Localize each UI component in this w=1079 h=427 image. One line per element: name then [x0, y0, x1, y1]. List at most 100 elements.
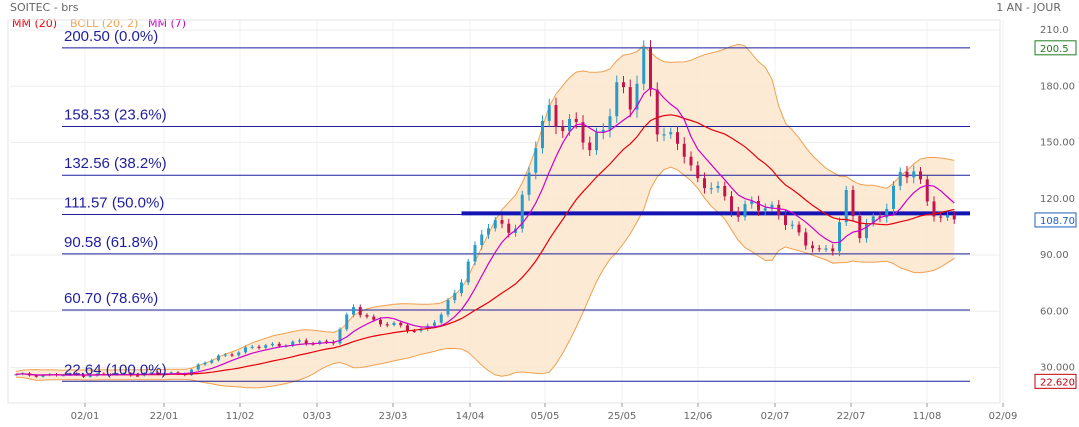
price-bar-body	[757, 201, 760, 211]
price-bar-body	[460, 282, 463, 294]
price-bar-body	[568, 118, 571, 132]
price-bar-body	[203, 362, 207, 365]
price-bar-body	[588, 142, 592, 151]
x-tick-label: 11/08	[913, 411, 942, 422]
price-bar-body	[88, 375, 92, 377]
bollinger-lower-line	[15, 166, 955, 389]
price-bar-body	[804, 232, 808, 246]
price-bar-body	[554, 105, 558, 127]
price-bar-body	[871, 216, 875, 224]
price-bar-body	[730, 196, 733, 212]
x-tick-label: 02/09	[989, 411, 1018, 422]
price-bar-body	[358, 307, 362, 316]
price-badge	[1034, 212, 1077, 228]
price-bar-body	[831, 248, 835, 252]
price-badge	[1034, 40, 1077, 56]
price-badges: 200.5 108.70 22.620	[1034, 40, 1077, 389]
fibonacci-label: 111.57 (50.0%)	[64, 195, 164, 212]
price-badge-label: 200.5	[1040, 44, 1069, 55]
x-tick-label: 14/04	[456, 411, 485, 422]
y-tick-label: 120.00	[1040, 194, 1075, 205]
price-bar-body	[223, 354, 227, 356]
y-axis-ticks: 210.0 180.00 150.00 120.00 90.00 60.00 30.000	[1040, 25, 1075, 374]
price-bar-body	[642, 47, 646, 84]
price-bar-body	[446, 300, 450, 315]
price-bar-body	[784, 214, 787, 226]
x-tick-label: 05/05	[531, 411, 560, 422]
price-bar-body	[480, 234, 484, 246]
price-bar-body	[838, 222, 841, 252]
x-tick-label: 22/07	[837, 411, 866, 422]
price-bar-body	[574, 118, 578, 123]
price-bar-body	[433, 322, 436, 326]
price-bar-body	[291, 341, 295, 346]
price-bar-body	[797, 224, 801, 233]
legend-mm20: MM (20)	[12, 17, 57, 30]
price-bar-body	[271, 343, 274, 346]
plot-frame	[7, 19, 1001, 404]
price-bar-body	[696, 165, 700, 179]
price-bar-body	[466, 261, 470, 283]
price-badge-label: 22.620	[1040, 377, 1075, 388]
fibonacci-label: 132.56 (38.2%)	[64, 155, 167, 172]
price-bar-body	[136, 375, 139, 377]
period-label: 1 AN - JOUR	[996, 1, 1061, 14]
fibonacci-label: 90.58 (61.8%)	[64, 234, 158, 251]
fibonacci-label: 200.50 (0.0%)	[64, 28, 158, 45]
price-bar-body	[932, 201, 936, 217]
price-bar-body	[581, 122, 585, 143]
price-bar-body	[608, 116, 612, 130]
x-tick-label: 22/01	[150, 411, 179, 422]
price-bar-body	[811, 245, 814, 249]
price-bar-body	[277, 343, 281, 346]
price-bar-body	[946, 215, 949, 218]
price-bar-body	[865, 223, 868, 239]
price-bar-body	[790, 224, 794, 226]
price-bar-body	[527, 172, 531, 195]
price-bar-body	[487, 228, 490, 235]
price-bar-body	[392, 322, 396, 325]
fibonacci-label: 22.64 (100.0%)	[64, 361, 167, 378]
x-tick-label: 11/02	[226, 411, 255, 422]
price-badge-label: 108.70	[1040, 216, 1075, 227]
price-bar-body	[682, 143, 686, 157]
price-bar-body	[190, 369, 193, 376]
price-bar-body	[763, 208, 767, 211]
y-tick-label: 60.00	[1040, 306, 1069, 317]
price-bar-body	[41, 375, 45, 377]
price-bar-body	[561, 126, 565, 132]
x-tick-label: 23/03	[379, 411, 408, 422]
price-badge	[1034, 373, 1077, 389]
price-bar-body	[905, 171, 909, 178]
price-bar-body	[777, 204, 781, 215]
y-tick-label: 180.00	[1040, 81, 1075, 92]
price-bar-body	[385, 324, 389, 326]
price-bar-body	[750, 201, 754, 205]
x-axis-ticks: 02/01 22/01 11/02 03/03 23/03 14/04 05/05 25/05…	[71, 403, 1018, 422]
price-bar-body	[507, 223, 511, 233]
price-bar-body	[952, 215, 956, 220]
price-bar-body	[595, 132, 598, 151]
price-bar-body	[824, 248, 828, 250]
price-bar-body	[75, 373, 79, 375]
bollinger-band	[15, 43, 955, 389]
price-bar-body	[878, 216, 882, 218]
price-bar-body	[723, 185, 727, 197]
y-tick-label: 90.00	[1040, 250, 1069, 261]
y-tick-label: 30.000	[1040, 363, 1075, 374]
price-bar-body	[689, 156, 693, 166]
x-tick-label: 02/07	[761, 411, 790, 422]
price-bar-body	[379, 319, 382, 325]
price-bar-body	[244, 347, 247, 353]
price-bar-body	[338, 329, 342, 344]
price-bar-body	[635, 83, 639, 110]
price-bar-body	[264, 345, 268, 348]
price-bar-body	[149, 372, 153, 374]
price-bar-body	[919, 171, 922, 180]
price-bar-body	[743, 204, 747, 217]
price-bar-body	[703, 178, 706, 189]
price-bar-body	[217, 355, 220, 361]
price-bar-body	[892, 185, 895, 209]
price-bar-body	[716, 185, 720, 189]
price-bar-body	[939, 216, 943, 218]
